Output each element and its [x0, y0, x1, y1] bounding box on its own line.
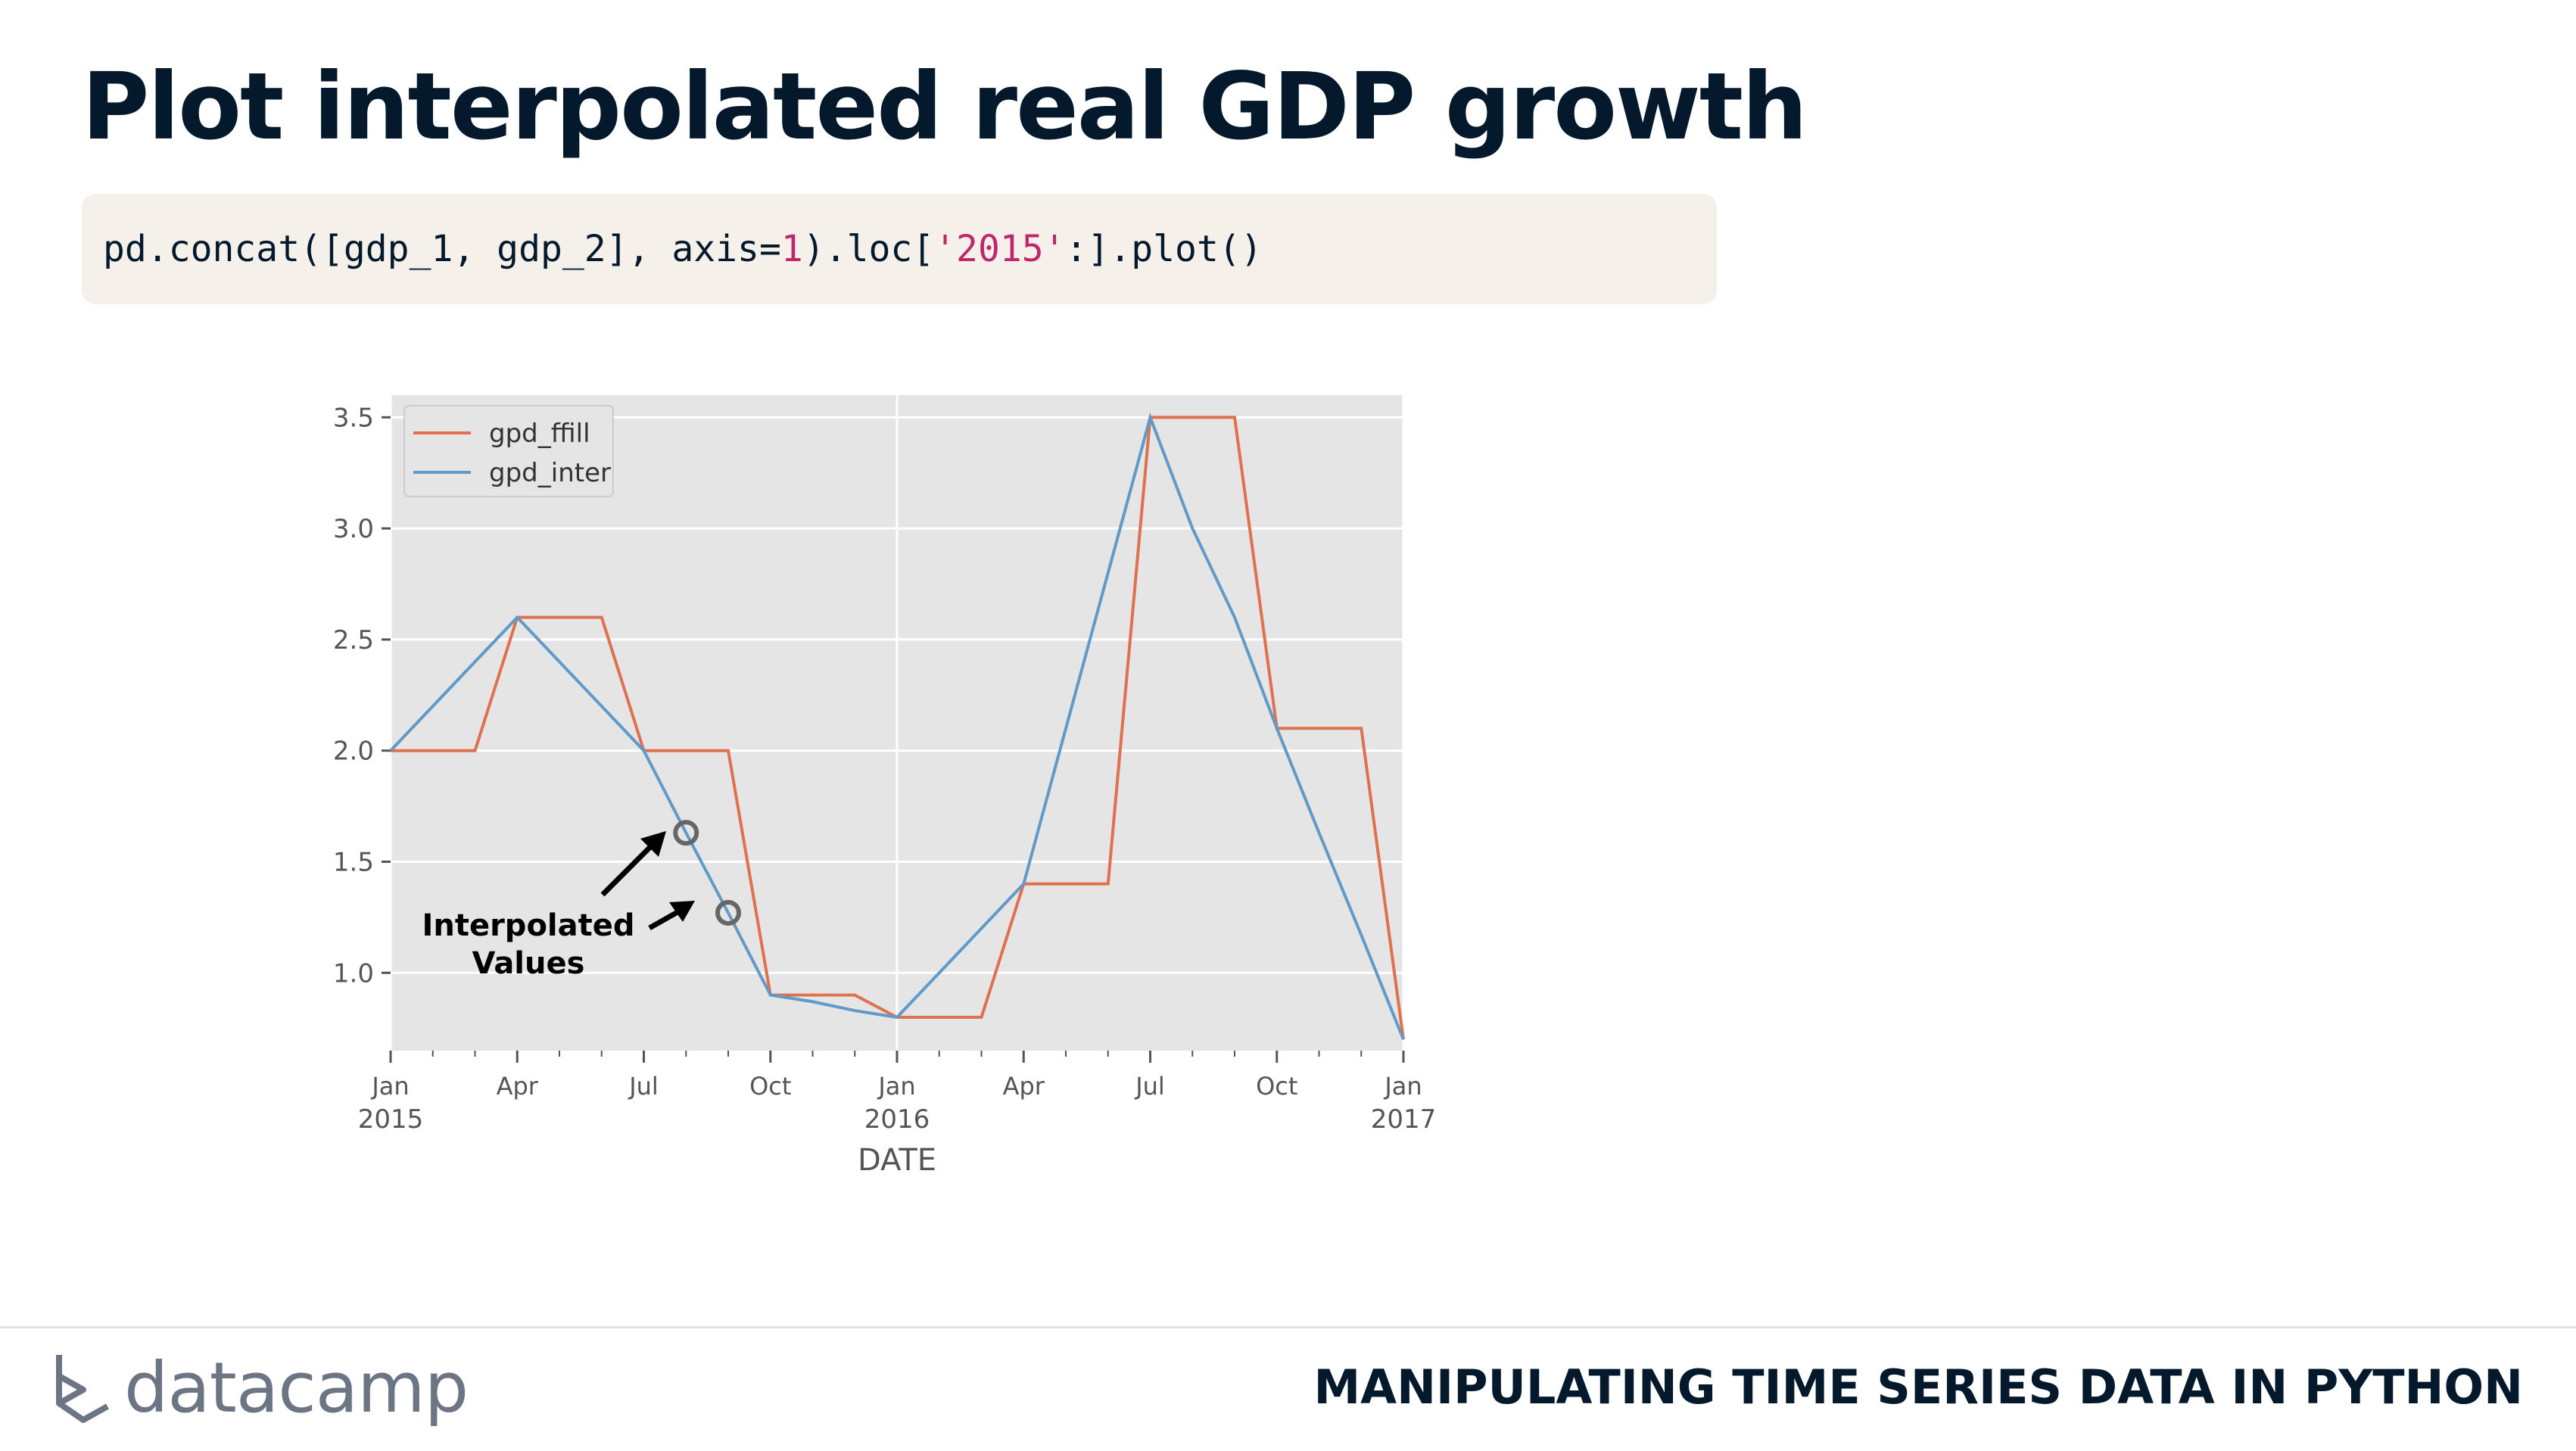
annotation-label-line2: Values [472, 946, 585, 981]
x-axis-label: DATE [858, 1143, 936, 1178]
x-tick-label: Jan [877, 1072, 915, 1101]
y-tick-label: 1.0 [333, 958, 374, 989]
code-block: pd.concat([gdp_1, gdp_2], axis= 1).loc['2… [82, 194, 1717, 304]
x-tick-label: Apr [1003, 1072, 1045, 1101]
y-tick-label: 1.5 [333, 847, 374, 877]
highlight-circle [715, 899, 741, 926]
x-tick-label: Jul [1134, 1072, 1165, 1101]
annotation-arrowhead-2 [669, 901, 695, 922]
logo: datacamp [53, 1347, 469, 1428]
code-text: ).loc[ [802, 228, 935, 270]
footer-divider [0, 1326, 2576, 1328]
x-tick-label: Oct [749, 1072, 791, 1101]
y-tick-label: 2.0 [333, 736, 374, 767]
legend-label-inter: gpd_inter [489, 458, 611, 488]
annotation-label-line1: Interpolated [422, 908, 634, 943]
y-tick-label: 3.5 [333, 403, 374, 433]
x-tick-label: Apr [497, 1072, 539, 1101]
x-tick-label: Jan [370, 1072, 409, 1101]
chart-svg: 1.0 1.5 2.0 2.5 3.0 3.5 Jan 2015 Apr Jul Oct Jan 201… [333, 395, 1436, 1178]
x-tick-label: Jan [1383, 1072, 1422, 1101]
chart: 1.0 1.5 2.0 2.5 3.0 3.5 Jan 2015 Apr Jul Oct Jan 201… [333, 395, 1436, 1178]
logo-text: datacamp [124, 1347, 469, 1428]
datacamp-logo-icon [56, 1354, 109, 1423]
annotation: Interpolated Values [422, 831, 695, 981]
y-tick-label: 3.0 [333, 514, 374, 544]
y-tick-label: 2.5 [333, 625, 374, 655]
x-tick-label: Jul [628, 1072, 659, 1101]
annotation-arrow-1 [600, 839, 658, 897]
highlight-circle [673, 820, 699, 846]
x-tick-year-label: 2015 [358, 1104, 424, 1135]
x-tick-label: Oct [1256, 1072, 1297, 1101]
page-title: Plot interpolated real GDP growth [82, 53, 1808, 160]
x-tick-year-label: 2017 [1371, 1104, 1437, 1135]
series-line-gpd_inter [389, 412, 1405, 1041]
grid [389, 395, 1405, 1051]
annotation-arrowhead-1 [640, 831, 666, 857]
axes: 1.0 1.5 2.0 2.5 3.0 3.5 Jan 2015 Apr Jul Oct Jan 201… [333, 403, 1436, 1178]
code-number: 1 [780, 228, 803, 270]
code-string: '2015' [934, 228, 1066, 270]
code-text: :].plot() [1065, 228, 1263, 270]
code-text: pd.concat([gdp_1, gdp_2], axis= [103, 228, 781, 270]
course-title: MANIPULATING TIME SERIES DATA IN PYTHON [1313, 1359, 2523, 1415]
x-tick-year-label: 2016 [864, 1104, 930, 1135]
series [389, 412, 1405, 1041]
legend: gpd_ffill gpd_inter [403, 405, 614, 497]
legend-label-ffill: gpd_ffill [489, 419, 590, 449]
